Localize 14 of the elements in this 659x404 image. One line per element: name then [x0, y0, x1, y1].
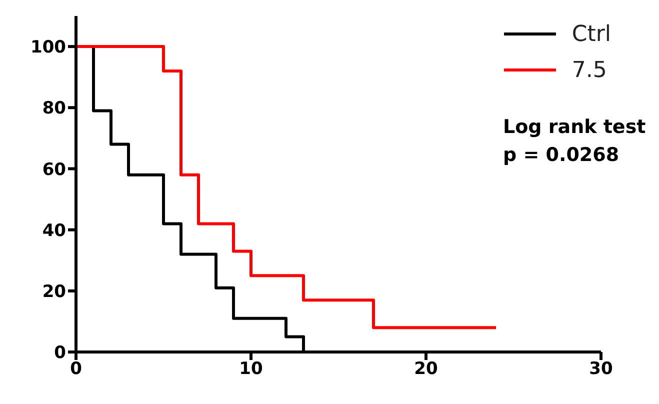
x-tick-label: 0 [70, 359, 82, 380]
legend-label: 7.5 [572, 58, 607, 82]
legend-label: Ctrl [572, 22, 611, 46]
x-tick-label: 30 [589, 359, 613, 380]
x-tick-label: 20 [414, 359, 438, 380]
y-tick-label: 60 [42, 160, 66, 180]
annotation: Log rank test [503, 115, 646, 140]
y-tick-label: 0 [54, 343, 66, 364]
annotation: p = 0.0268 [503, 143, 620, 168]
y-tick-label: 80 [42, 98, 66, 119]
y-tick-label: 100 [30, 38, 66, 58]
y-tick-label: 20 [42, 282, 66, 302]
y-tick-label: 40 [42, 220, 66, 241]
x-tick-label: 10 [239, 359, 263, 380]
